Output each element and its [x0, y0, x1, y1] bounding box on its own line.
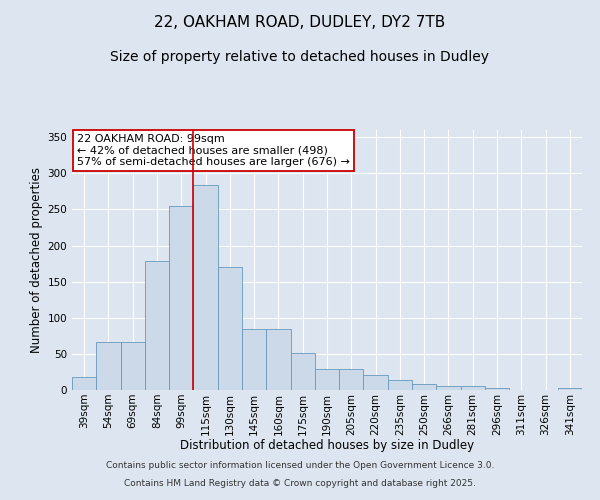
Bar	[72, 377, 96, 390]
Bar	[242, 330, 266, 390]
Bar	[339, 369, 364, 390]
Bar	[315, 369, 339, 390]
Bar	[145, 262, 169, 390]
Text: 22 OAKHAM ROAD: 99sqm
← 42% of detached houses are smaller (498)
57% of semi-det: 22 OAKHAM ROAD: 99sqm ← 42% of detached …	[77, 134, 350, 167]
Bar	[121, 342, 145, 390]
X-axis label: Distribution of detached houses by size in Dudley: Distribution of detached houses by size …	[180, 439, 474, 452]
Bar	[436, 386, 461, 390]
Bar	[266, 330, 290, 390]
Text: Size of property relative to detached houses in Dudley: Size of property relative to detached ho…	[110, 50, 490, 64]
Text: Contains HM Land Registry data © Crown copyright and database right 2025.: Contains HM Land Registry data © Crown c…	[124, 478, 476, 488]
Bar	[364, 375, 388, 390]
Text: 22, OAKHAM ROAD, DUDLEY, DY2 7TB: 22, OAKHAM ROAD, DUDLEY, DY2 7TB	[154, 15, 446, 30]
Bar	[485, 388, 509, 390]
Bar	[412, 384, 436, 390]
Bar	[388, 380, 412, 390]
Bar	[290, 353, 315, 390]
Bar	[558, 388, 582, 390]
Text: Contains public sector information licensed under the Open Government Licence 3.: Contains public sector information licen…	[106, 461, 494, 470]
Bar	[461, 386, 485, 390]
Bar	[96, 342, 121, 390]
Bar	[218, 267, 242, 390]
Bar	[169, 206, 193, 390]
Bar	[193, 185, 218, 390]
Y-axis label: Number of detached properties: Number of detached properties	[30, 167, 43, 353]
